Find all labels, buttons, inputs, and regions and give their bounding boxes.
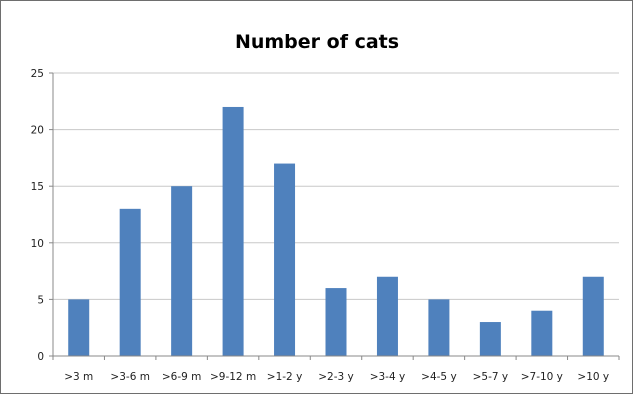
x-tick-label: >3 m	[64, 371, 93, 383]
x-tick-label: >2-3 y	[318, 371, 354, 383]
y-tick-label: 0	[37, 351, 44, 363]
y-tick-label: 20	[31, 125, 44, 137]
bar	[428, 299, 450, 356]
bar	[68, 299, 90, 356]
bar	[171, 186, 193, 356]
y-tick-label: 5	[37, 294, 44, 306]
chart-title: Number of cats	[235, 31, 399, 53]
bar	[376, 276, 398, 356]
x-tick-label: >3-4 y	[370, 371, 406, 383]
bar	[325, 288, 347, 356]
y-tick-label: 15	[31, 181, 44, 193]
bars	[68, 106, 604, 357]
x-tick-label: >9-12 m	[210, 371, 256, 383]
bar	[222, 106, 244, 357]
x-tick-label: >5-7 y	[473, 371, 509, 383]
gridlines	[53, 72, 619, 300]
bar	[582, 276, 604, 356]
x-tick-label: >1-2 y	[267, 371, 303, 383]
x-tick-label: >4-5 y	[421, 371, 457, 383]
x-tick-label: >10 y	[577, 371, 609, 383]
x-tick-label: >7-10 y	[521, 371, 563, 383]
bar	[274, 163, 296, 356]
y-tick-label: 25	[31, 68, 44, 80]
y-tick-label: 10	[31, 238, 44, 250]
y-axis-ticks: 0 5 10 15 20 25	[31, 68, 53, 363]
x-axis-ticks: >3 m >3-6 m >6-9 m >9-12 m >1-2 y >2-3 y >3-4 …	[52, 356, 620, 383]
bar	[119, 208, 141, 356]
x-tick-label: >6-9 m	[162, 371, 202, 383]
x-tick-label: >3-6 m	[110, 371, 150, 383]
bar	[479, 322, 501, 356]
bar	[531, 310, 553, 356]
